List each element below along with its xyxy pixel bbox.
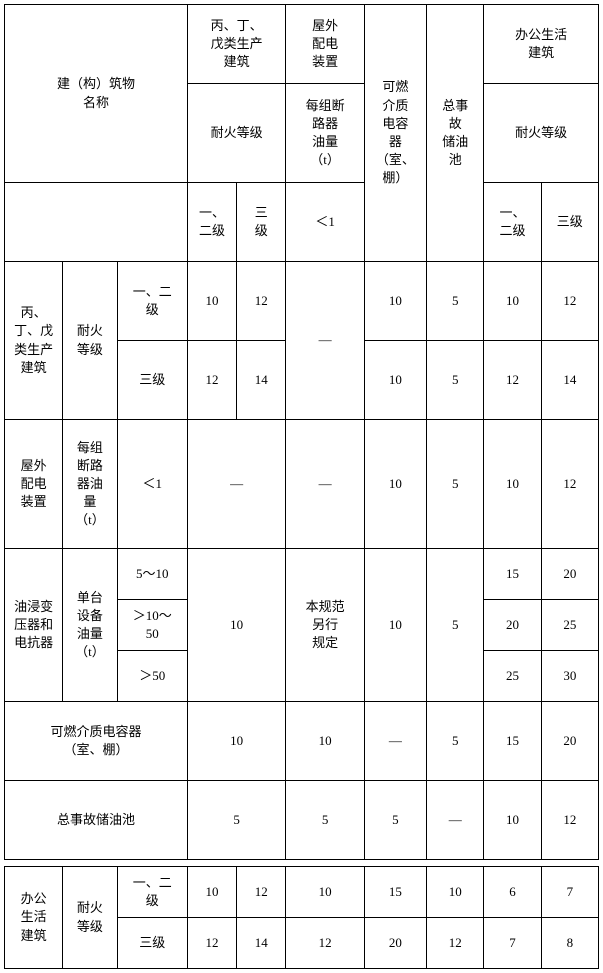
r3-col4: 5 xyxy=(427,549,484,702)
r6-subgroup: 耐火等级 xyxy=(63,867,117,969)
cell: 5 xyxy=(427,262,484,341)
cell: 10 xyxy=(364,262,426,341)
r2-subgroup: 每组断路器油量（t） xyxy=(63,420,117,549)
cell: 30 xyxy=(541,651,598,702)
cell: 14 xyxy=(237,918,286,969)
cell: 10 xyxy=(427,867,484,918)
r1a-label: 一、二级 xyxy=(117,262,187,341)
cell: 20 xyxy=(541,702,598,781)
cell: 5 xyxy=(286,781,364,860)
r6b-label: 三级 xyxy=(117,918,187,969)
cell: 5 xyxy=(427,420,484,549)
header-blank xyxy=(5,183,188,262)
header-col5-top: 办公生活建筑 xyxy=(484,5,599,84)
r3-col3: 10 xyxy=(364,549,426,702)
header-col2-top: 屋外配电装置 xyxy=(286,5,364,84)
r6-group: 办公生活建筑 xyxy=(5,867,63,969)
cell: 10 xyxy=(364,341,426,420)
r2-group: 屋外配电装置 xyxy=(5,420,63,549)
cell: 10 xyxy=(286,867,364,918)
cell: 10 xyxy=(187,867,236,918)
cell: 12 xyxy=(541,781,598,860)
cell: — xyxy=(286,420,364,549)
r1b-label: 三级 xyxy=(117,341,187,420)
gap xyxy=(5,860,599,867)
cell: 25 xyxy=(484,651,541,702)
cell: 5 xyxy=(427,341,484,420)
cell: 5 xyxy=(187,781,285,860)
cell: 20 xyxy=(364,918,426,969)
r1-subgroup: 耐火等级 xyxy=(63,262,117,420)
cell: 15 xyxy=(484,549,541,600)
cell: 10 xyxy=(286,702,364,781)
r2-label: ＜1 xyxy=(117,420,187,549)
cell: 14 xyxy=(237,341,286,420)
cell: 12 xyxy=(237,867,286,918)
header-col3: 可燃介质电容器（室、棚） xyxy=(364,5,426,262)
cell: 12 xyxy=(484,341,541,420)
cell: 5 xyxy=(427,702,484,781)
cell: 10 xyxy=(187,702,285,781)
cell: 20 xyxy=(484,600,541,651)
r6a-label: 一、二级 xyxy=(117,867,187,918)
cell: 7 xyxy=(541,867,598,918)
header-col1-sub-b: 三级 xyxy=(237,183,286,262)
r3-subgroup: 单台设备油量（t） xyxy=(63,549,117,702)
r1-dash: — xyxy=(286,262,364,420)
cell: — xyxy=(364,702,426,781)
header-col5-sub-b: 三级 xyxy=(541,183,598,262)
header-col1-top: 丙、丁、戊类生产建筑 xyxy=(187,5,285,84)
header-building-name: 建（构）筑物名称 xyxy=(5,5,188,183)
r3a-label: 5～10 xyxy=(117,549,187,600)
cell: 12 xyxy=(187,341,236,420)
header-col2-mid: 每组断路器油量（t） xyxy=(286,84,364,183)
cell: 7 xyxy=(484,918,541,969)
cell: — xyxy=(187,420,285,549)
cell: — xyxy=(427,781,484,860)
cell: 15 xyxy=(364,867,426,918)
cell: 12 xyxy=(237,262,286,341)
cell: 14 xyxy=(541,341,598,420)
r5-group: 总事故储油池 xyxy=(5,781,188,860)
cell: 8 xyxy=(541,918,598,969)
cell: 12 xyxy=(187,918,236,969)
cell: 12 xyxy=(286,918,364,969)
cell: 10 xyxy=(484,262,541,341)
cell: 10 xyxy=(364,420,426,549)
cell: 6 xyxy=(484,867,541,918)
header-col5-sub-a: 一、二级 xyxy=(484,183,541,262)
header-col5-mid: 耐火等级 xyxy=(484,84,599,183)
cell: 20 xyxy=(541,549,598,600)
r3c-label: ＞50 xyxy=(117,651,187,702)
cell: 10 xyxy=(484,420,541,549)
r3-col1: 10 xyxy=(187,549,285,702)
spacing-table: 建（构）筑物名称 丙、丁、戊类生产建筑 屋外配电装置 可燃介质电容器（室、棚） … xyxy=(4,4,599,969)
cell: 12 xyxy=(427,918,484,969)
cell: 25 xyxy=(541,600,598,651)
r3b-label: ＞10～50 xyxy=(117,600,187,651)
header-col1-sub-a: 一、二级 xyxy=(187,183,236,262)
r3-group: 油浸变压器和电抗器 xyxy=(5,549,63,702)
cell: 12 xyxy=(541,420,598,549)
cell: 10 xyxy=(484,781,541,860)
cell: 15 xyxy=(484,702,541,781)
cell: 12 xyxy=(541,262,598,341)
cell: 10 xyxy=(187,262,236,341)
r1-group: 丙、丁、戊类生产建筑 xyxy=(5,262,63,420)
header-col4: 总事故储油池 xyxy=(427,5,484,262)
r4-group: 可燃介质电容器（室、棚） xyxy=(5,702,188,781)
header-col1-mid: 耐火等级 xyxy=(187,84,285,183)
cell: 5 xyxy=(364,781,426,860)
header-col2-sub: ＜1 xyxy=(286,183,364,262)
r3-col2: 本规范另行规定 xyxy=(286,549,364,702)
